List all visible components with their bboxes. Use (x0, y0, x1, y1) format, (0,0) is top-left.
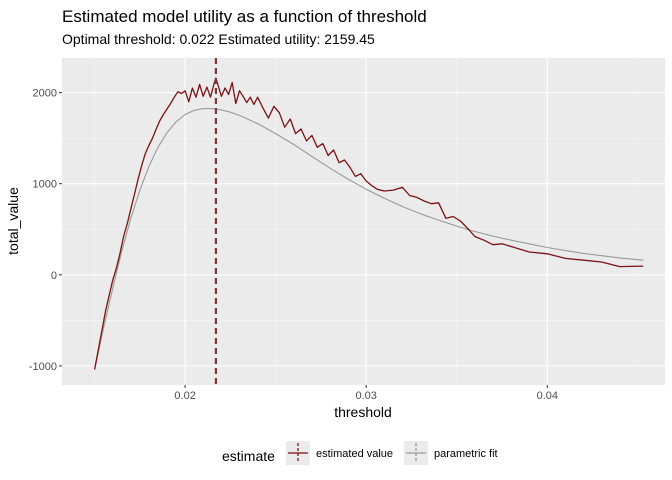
x-tick-label: 0.03 (356, 390, 377, 402)
x-tick-label: 0.04 (537, 390, 558, 402)
legend-label-parametric-fit: parametric fit (434, 448, 498, 460)
legend-label-estimated-value: estimated value (316, 448, 393, 460)
x-tick-label: 0.02 (174, 390, 195, 402)
x-axis-title: threshold (334, 404, 392, 420)
y-tick-label: -1000 (29, 361, 57, 373)
series-line-estimated-value (93, 77, 644, 370)
legend: estimate estimated value parametric fit (222, 441, 498, 465)
series-line-parametric-fit (94, 108, 644, 370)
legend-item-parametric-fit: parametric fit (404, 441, 498, 465)
legend-title: estimate (222, 448, 275, 464)
minor-gridlines (62, 58, 665, 385)
y-axis: -1000 0 1000 2000 (29, 88, 62, 373)
y-tick-label: 2000 (33, 88, 57, 100)
plot-panel (62, 58, 665, 385)
chart-title: Estimated model utility as a function of… (62, 7, 427, 26)
x-axis: 0.02 0.03 0.04 (174, 385, 558, 402)
series-layer (93, 77, 644, 370)
legend-item-estimated-value: estimated value (286, 441, 393, 465)
y-axis-title: total_value (5, 187, 21, 255)
major-gridlines (62, 58, 665, 385)
y-tick-label: 0 (51, 270, 57, 282)
y-tick-label: 1000 (33, 179, 57, 191)
chart-subtitle: Optimal threshold: 0.022 Estimated utili… (62, 31, 375, 47)
